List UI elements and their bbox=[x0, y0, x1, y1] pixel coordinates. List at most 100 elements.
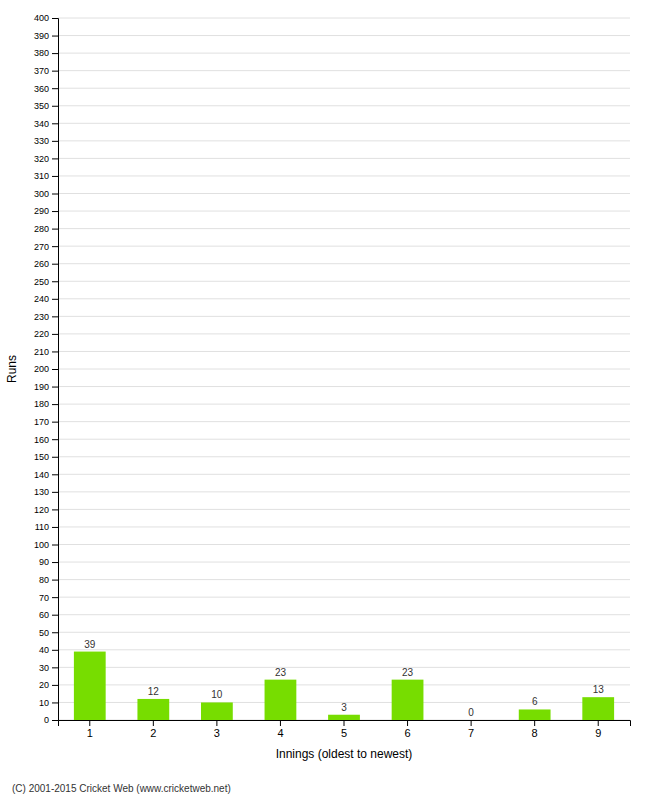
bar bbox=[455, 720, 487, 721]
y-tick: 30 bbox=[39, 663, 58, 673]
data-label: 6 bbox=[532, 696, 538, 707]
y-tick: 60 bbox=[39, 610, 58, 620]
tick-mark bbox=[52, 53, 58, 54]
tick-label: 110 bbox=[35, 522, 49, 532]
tick-mark bbox=[52, 667, 58, 668]
y-tick: 360 bbox=[34, 84, 58, 94]
y-tick: 110 bbox=[35, 522, 58, 532]
tick-label: 360 bbox=[34, 84, 49, 94]
tick-label: 120 bbox=[34, 505, 49, 515]
y-tick: 320 bbox=[34, 154, 58, 164]
tick-mark bbox=[52, 474, 58, 475]
grid-line bbox=[58, 386, 630, 387]
tick-mark bbox=[52, 702, 58, 703]
y-tick: 230 bbox=[34, 312, 58, 322]
y-tick: 300 bbox=[34, 189, 58, 199]
grid-line bbox=[58, 193, 630, 194]
y-tick: 130 bbox=[34, 487, 58, 497]
tick-label: 7 bbox=[468, 727, 474, 739]
axis-line bbox=[59, 721, 631, 727]
tick-label: 70 bbox=[39, 593, 49, 603]
tick-mark bbox=[52, 457, 58, 458]
tick-mark bbox=[52, 632, 58, 633]
tick-mark bbox=[52, 88, 58, 89]
tick-mark bbox=[52, 123, 58, 124]
grid-line bbox=[58, 53, 630, 54]
grid-line bbox=[58, 562, 630, 563]
tick-label: 250 bbox=[34, 277, 49, 287]
tick-mark bbox=[52, 71, 58, 72]
grid-line bbox=[58, 333, 630, 334]
tick-mark bbox=[52, 18, 58, 19]
tick-mark bbox=[52, 545, 58, 546]
tick-mark bbox=[52, 246, 58, 247]
y-tick: 40 bbox=[39, 645, 58, 655]
bar bbox=[137, 699, 169, 720]
grid-line bbox=[58, 105, 630, 106]
grid-line bbox=[58, 404, 630, 405]
tick-mark bbox=[52, 720, 58, 721]
grid-line bbox=[58, 632, 630, 633]
bars bbox=[74, 652, 614, 720]
tick-mark bbox=[89, 720, 90, 726]
y-tick: 170 bbox=[34, 417, 58, 427]
tick-label: 4 bbox=[277, 727, 283, 739]
tick-label: 170 bbox=[34, 417, 49, 427]
y-tick: 270 bbox=[34, 242, 58, 252]
tick-label: 50 bbox=[39, 628, 49, 638]
tick-label: 390 bbox=[34, 31, 49, 41]
tick-mark bbox=[52, 158, 58, 159]
y-tick: 50 bbox=[39, 628, 58, 638]
tick-label: 400 bbox=[34, 13, 49, 23]
tick-mark bbox=[471, 720, 472, 726]
x-axis-title: Innings (oldest to newest) bbox=[276, 747, 413, 761]
tick-mark bbox=[52, 106, 58, 107]
y-tick: 20 bbox=[39, 680, 58, 690]
data-label: 3 bbox=[341, 702, 347, 713]
x-tick: 1 bbox=[87, 720, 93, 739]
y-tick: 340 bbox=[34, 119, 58, 129]
grid-line bbox=[58, 579, 630, 580]
grid-line bbox=[58, 649, 630, 650]
tick-mark bbox=[52, 36, 58, 37]
tick-label: 9 bbox=[595, 727, 601, 739]
grid-line bbox=[58, 614, 630, 615]
y-tick: 160 bbox=[34, 435, 58, 445]
y-tick: 140 bbox=[34, 470, 58, 480]
tick-label: 2 bbox=[150, 727, 156, 739]
grid-line bbox=[58, 70, 630, 71]
tick-mark bbox=[52, 176, 58, 177]
tick-label: 210 bbox=[34, 347, 49, 357]
x-tick: 6 bbox=[404, 720, 410, 739]
grid-line bbox=[58, 35, 630, 36]
tick-label: 260 bbox=[34, 259, 49, 269]
tick-mark bbox=[407, 720, 408, 726]
y-tick: 200 bbox=[34, 364, 58, 374]
y-tick: 240 bbox=[34, 294, 58, 304]
footer: (C) 2001-2015 Cricket Web (www.cricketwe… bbox=[12, 783, 231, 794]
tick-mark bbox=[52, 351, 58, 352]
y-tick: 310 bbox=[34, 171, 58, 181]
tick-mark bbox=[280, 720, 281, 726]
tick-mark bbox=[52, 580, 58, 581]
tick-mark bbox=[52, 211, 58, 212]
tick-mark bbox=[52, 229, 58, 230]
grid-line bbox=[58, 281, 630, 282]
grid-line bbox=[58, 246, 630, 247]
grid-line bbox=[58, 491, 630, 492]
grid-line bbox=[58, 158, 630, 159]
y-tick: 190 bbox=[34, 382, 58, 392]
tick-label: 230 bbox=[34, 312, 49, 322]
y-tick: 90 bbox=[39, 557, 58, 567]
bar bbox=[519, 709, 551, 720]
tick-mark bbox=[52, 509, 58, 510]
grid-line bbox=[58, 544, 630, 545]
data-label: 10 bbox=[211, 689, 223, 700]
grid bbox=[58, 18, 630, 720]
tick-label: 220 bbox=[34, 329, 49, 339]
y-tick: 80 bbox=[39, 575, 58, 585]
y-tick: 70 bbox=[39, 593, 58, 603]
y-tick: 370 bbox=[34, 66, 58, 76]
tick-mark bbox=[52, 404, 58, 405]
y-axis: 0102030405060708090100110120130140150160… bbox=[34, 13, 59, 725]
